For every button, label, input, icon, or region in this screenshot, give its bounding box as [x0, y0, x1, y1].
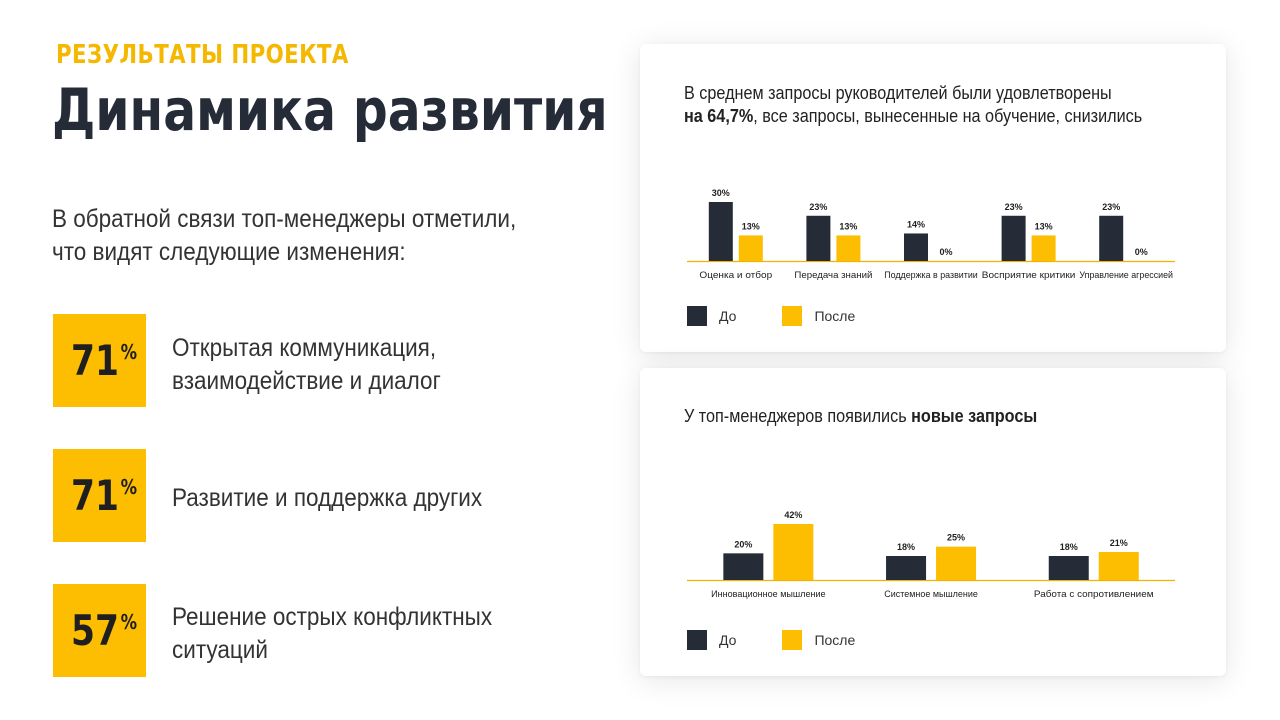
- card1-title-line-1: В среднем запросы руководителей были удо…: [684, 83, 1112, 103]
- bar-before-1: [806, 215, 831, 261]
- category-label-4: Управление агрессией: [1079, 270, 1173, 281]
- legend-label-after: После: [814, 632, 856, 648]
- data-label-after-3: 13%: [1035, 221, 1053, 231]
- data-label-before-1: 18%: [897, 542, 915, 552]
- legend-swatch-before: [687, 630, 707, 650]
- bar-before-2: [1048, 556, 1089, 580]
- data-label-after-2: 21%: [1110, 538, 1128, 548]
- card1-title-line-2: на 64,7%, все запросы, вынесенные на обу…: [684, 105, 1142, 128]
- data-label-before-3: 23%: [1005, 202, 1023, 212]
- bar-after-1: [936, 546, 977, 580]
- stat-text-3: Решение острых конфликтных ситуаций: [172, 601, 532, 667]
- legend-item-before: До: [687, 306, 736, 326]
- data-label-after-0: 42%: [784, 510, 802, 520]
- category-label-3: Восприятие критики: [982, 270, 1076, 281]
- bar-after-3: [1031, 235, 1056, 261]
- category-label-1: Передача знаний: [794, 270, 872, 281]
- bar-after-0: [738, 235, 763, 261]
- chart-2-svg: 20% 42% Инновационное мышление 18% 25% Систем…: [687, 510, 1175, 600]
- legend-swatch-after: [782, 306, 803, 326]
- intro-text: В обратной связи топ-менеджеры отметили,…: [52, 203, 520, 269]
- stat-text-1-line-1: Открытая коммуникация,: [172, 334, 437, 362]
- legend-item-before: До: [687, 630, 736, 650]
- stat-text-2: Развитие и поддержка других: [172, 482, 532, 515]
- stat-box-1: 71%: [53, 314, 146, 407]
- category-label-0: Оценка и отбор: [699, 270, 772, 281]
- legend-label-after: После: [814, 308, 856, 324]
- data-label-before-2: 18%: [1060, 542, 1078, 552]
- data-label-before-4: 23%: [1102, 202, 1120, 212]
- stat-text-3-line-1: Решение острых конфликтных: [172, 603, 493, 631]
- category-label-0: Инновационное мышление: [711, 589, 825, 600]
- bar-before-4: [1099, 215, 1124, 261]
- legend-label-before: До: [719, 308, 737, 324]
- data-label-before-0: 20%: [734, 539, 752, 549]
- stat-box-3: 57%: [53, 584, 146, 677]
- section-eyebrow: Результаты проекта: [56, 40, 349, 70]
- stat-box-2: 71%: [53, 449, 146, 542]
- data-label-after-1: 25%: [947, 533, 965, 543]
- page-title: Динамика развития: [52, 76, 608, 144]
- chart-1-svg: 30% 13% Оценка и отбор 23% 13% Передача знани…: [687, 188, 1175, 281]
- intro-line-2: что видят следующие изменения:: [52, 238, 406, 266]
- data-label-before-2: 14%: [907, 219, 925, 229]
- card2-title-bold: новые запросы: [911, 406, 1038, 426]
- bar-before-0: [708, 202, 733, 261]
- chart-2-legend: До После: [687, 630, 901, 650]
- bar-after-1: [836, 235, 861, 261]
- legend-item-after: После: [782, 630, 855, 650]
- stat-value-3: 57%: [71, 606, 138, 655]
- category-label-2: Работа с сопротивлением: [1034, 589, 1154, 600]
- card1-title-rest: , все запросы, вынесенные на обучение, с…: [753, 106, 1143, 126]
- category-label-2: Поддержка в развитии: [884, 270, 978, 281]
- stat-text-1: Открытая коммуникация, взаимодействие и …: [172, 332, 532, 398]
- chart-card-requests: В среднем запросы руководителей были удо…: [640, 44, 1226, 352]
- data-label-after-4: 0%: [1135, 247, 1148, 257]
- bar-after-0: [773, 524, 814, 580]
- chart-card-new-requests: У топ-менеджеров появились новые запросы…: [640, 368, 1226, 676]
- data-label-before-0: 30%: [712, 188, 730, 198]
- data-label-after-1: 13%: [839, 221, 857, 231]
- card2-title-plain: У топ-менеджеров появились: [684, 406, 912, 426]
- intro-line-1: В обратной связи топ-менеджеры отметили,: [52, 205, 517, 233]
- chart-1-legend: До После: [687, 306, 901, 326]
- data-label-after-0: 13%: [742, 221, 760, 231]
- legend-swatch-before: [687, 306, 707, 326]
- data-label-after-2: 0%: [939, 247, 952, 257]
- bar-before-0: [723, 553, 764, 580]
- legend-item-after: После: [782, 306, 855, 326]
- stat-text-3-line-2: ситуаций: [172, 636, 268, 664]
- data-label-before-1: 23%: [809, 202, 827, 212]
- stat-value-2: 71%: [71, 471, 138, 520]
- bar-before-3: [1001, 215, 1026, 261]
- bar-before-2: [904, 233, 928, 261]
- card1-title: В среднем запросы руководителей были удо…: [684, 82, 1142, 128]
- legend-label-before: До: [719, 632, 737, 648]
- card2-title: У топ-менеджеров появились новые запросы: [684, 405, 1037, 428]
- category-label-1: Системное мышление: [884, 589, 978, 600]
- stat-value-1: 71%: [71, 336, 138, 385]
- legend-swatch-after: [782, 630, 803, 650]
- bar-after-2: [1098, 552, 1139, 580]
- card1-title-bold: на 64,7%: [684, 106, 754, 126]
- bar-before-1: [886, 556, 927, 580]
- stat-text-1-line-2: взаимодействие и диалог: [172, 367, 441, 395]
- stat-text-2-line-1: Развитие и поддержка других: [172, 484, 483, 512]
